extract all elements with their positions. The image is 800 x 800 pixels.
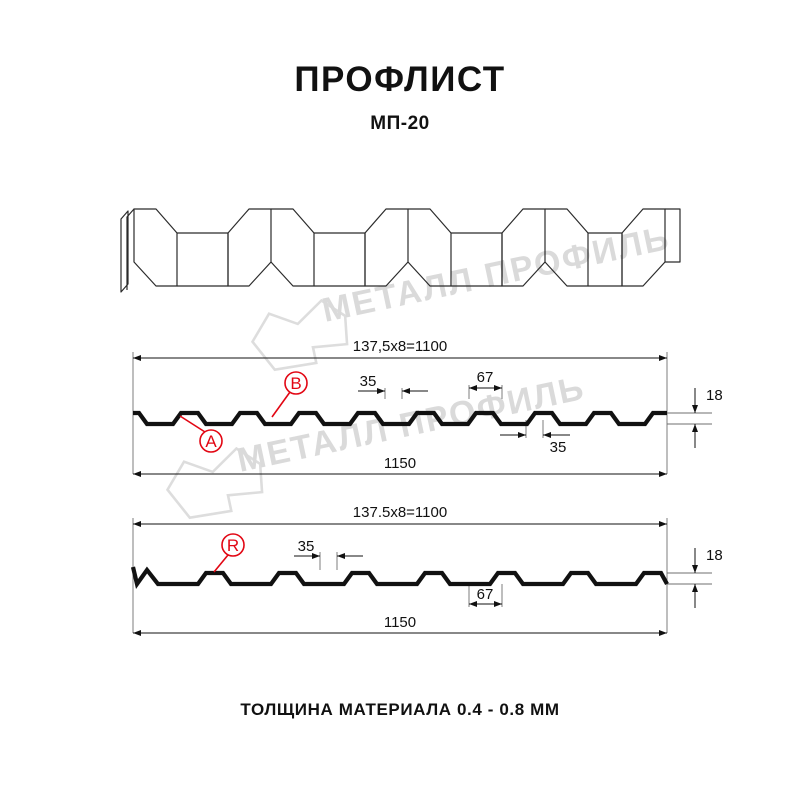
dim-rib-width-label: 35 <box>360 373 377 390</box>
dim-valley-width-label: 67 <box>477 586 494 603</box>
callout-r-label: R <box>227 536 239 555</box>
watermark-logo-bottom <box>165 446 264 520</box>
dim-valley-width: 67 <box>468 369 503 399</box>
title-block: ПРОФЛИСТ МП-20 <box>0 62 800 135</box>
dim-lower-width-label: 35 <box>550 439 567 456</box>
extension-lines <box>132 352 712 474</box>
dim-bottom-overall: 1150 <box>133 614 667 636</box>
callout-a-leader <box>179 415 206 433</box>
sheet-edge-thickness <box>120 210 129 293</box>
metall-profil-logo-icon <box>250 298 349 372</box>
dim-height-label: 18 <box>706 387 723 404</box>
dim-top-overall-label: 137,5x8=1100 <box>353 338 447 355</box>
profile-bottom-section: 137.5x8=1100 1150 35 <box>130 504 723 636</box>
watermark-text: МЕТАЛЛ ПРОФИЛЬ <box>319 219 674 330</box>
isometric-profile-view <box>120 208 681 293</box>
dim-top-overall: 137,5x8=1100 <box>133 338 667 361</box>
profile-top-outline <box>133 410 667 427</box>
callout-r-leader <box>213 554 229 573</box>
dim-rib-width: 35 <box>294 538 363 570</box>
callout-b-circle <box>284 371 308 395</box>
dim-bottom-overall: 1150 <box>133 455 667 477</box>
dim-valley-width: 67 <box>468 584 503 607</box>
callout-b-leader <box>271 391 291 418</box>
dim-height: 18 <box>692 547 723 608</box>
dim-top-overall: 137.5x8=1100 <box>133 504 667 527</box>
dim-top-overall-label: 137.5x8=1100 <box>353 504 447 521</box>
dim-height-label: 18 <box>706 547 723 564</box>
material-thickness-note: ТОЛЩИНА МАТЕРИАЛА 0.4 - 0.8 ММ <box>240 700 560 719</box>
callout-a-circle <box>199 429 223 453</box>
sheet-edge-inner <box>126 208 135 290</box>
callout-a-label: A <box>205 432 217 451</box>
profile-top-section: 137,5x8=1100 1150 35 <box>132 338 723 477</box>
rib-pattern <box>133 208 681 287</box>
model-subtitle: МП-20 <box>370 113 430 134</box>
watermark-group: МЕТАЛЛ ПРОФИЛЬ МЕТАЛЛ ПРОФИЛЬ <box>165 219 674 520</box>
dim-rib-width: 35 <box>358 373 428 399</box>
metall-profil-logo-icon <box>165 446 264 520</box>
page-title: ПРОФЛИСТ <box>294 60 506 99</box>
dim-height: 18 <box>692 387 723 448</box>
callout-group-top <box>179 371 308 453</box>
callout-r-circle <box>221 533 245 557</box>
callout-group-bottom <box>213 533 245 573</box>
dim-lower-width: 35 <box>500 420 570 456</box>
dim-bottom-overall-label: 1150 <box>384 614 416 631</box>
profile-bottom-outline <box>130 566 669 589</box>
dim-bottom-overall-label: 1150 <box>384 455 416 472</box>
callout-b-label: B <box>290 374 301 393</box>
dim-valley-width-label: 67 <box>477 369 494 386</box>
watermark-logo-top <box>250 298 349 372</box>
dim-rib-width-label: 35 <box>298 538 315 555</box>
